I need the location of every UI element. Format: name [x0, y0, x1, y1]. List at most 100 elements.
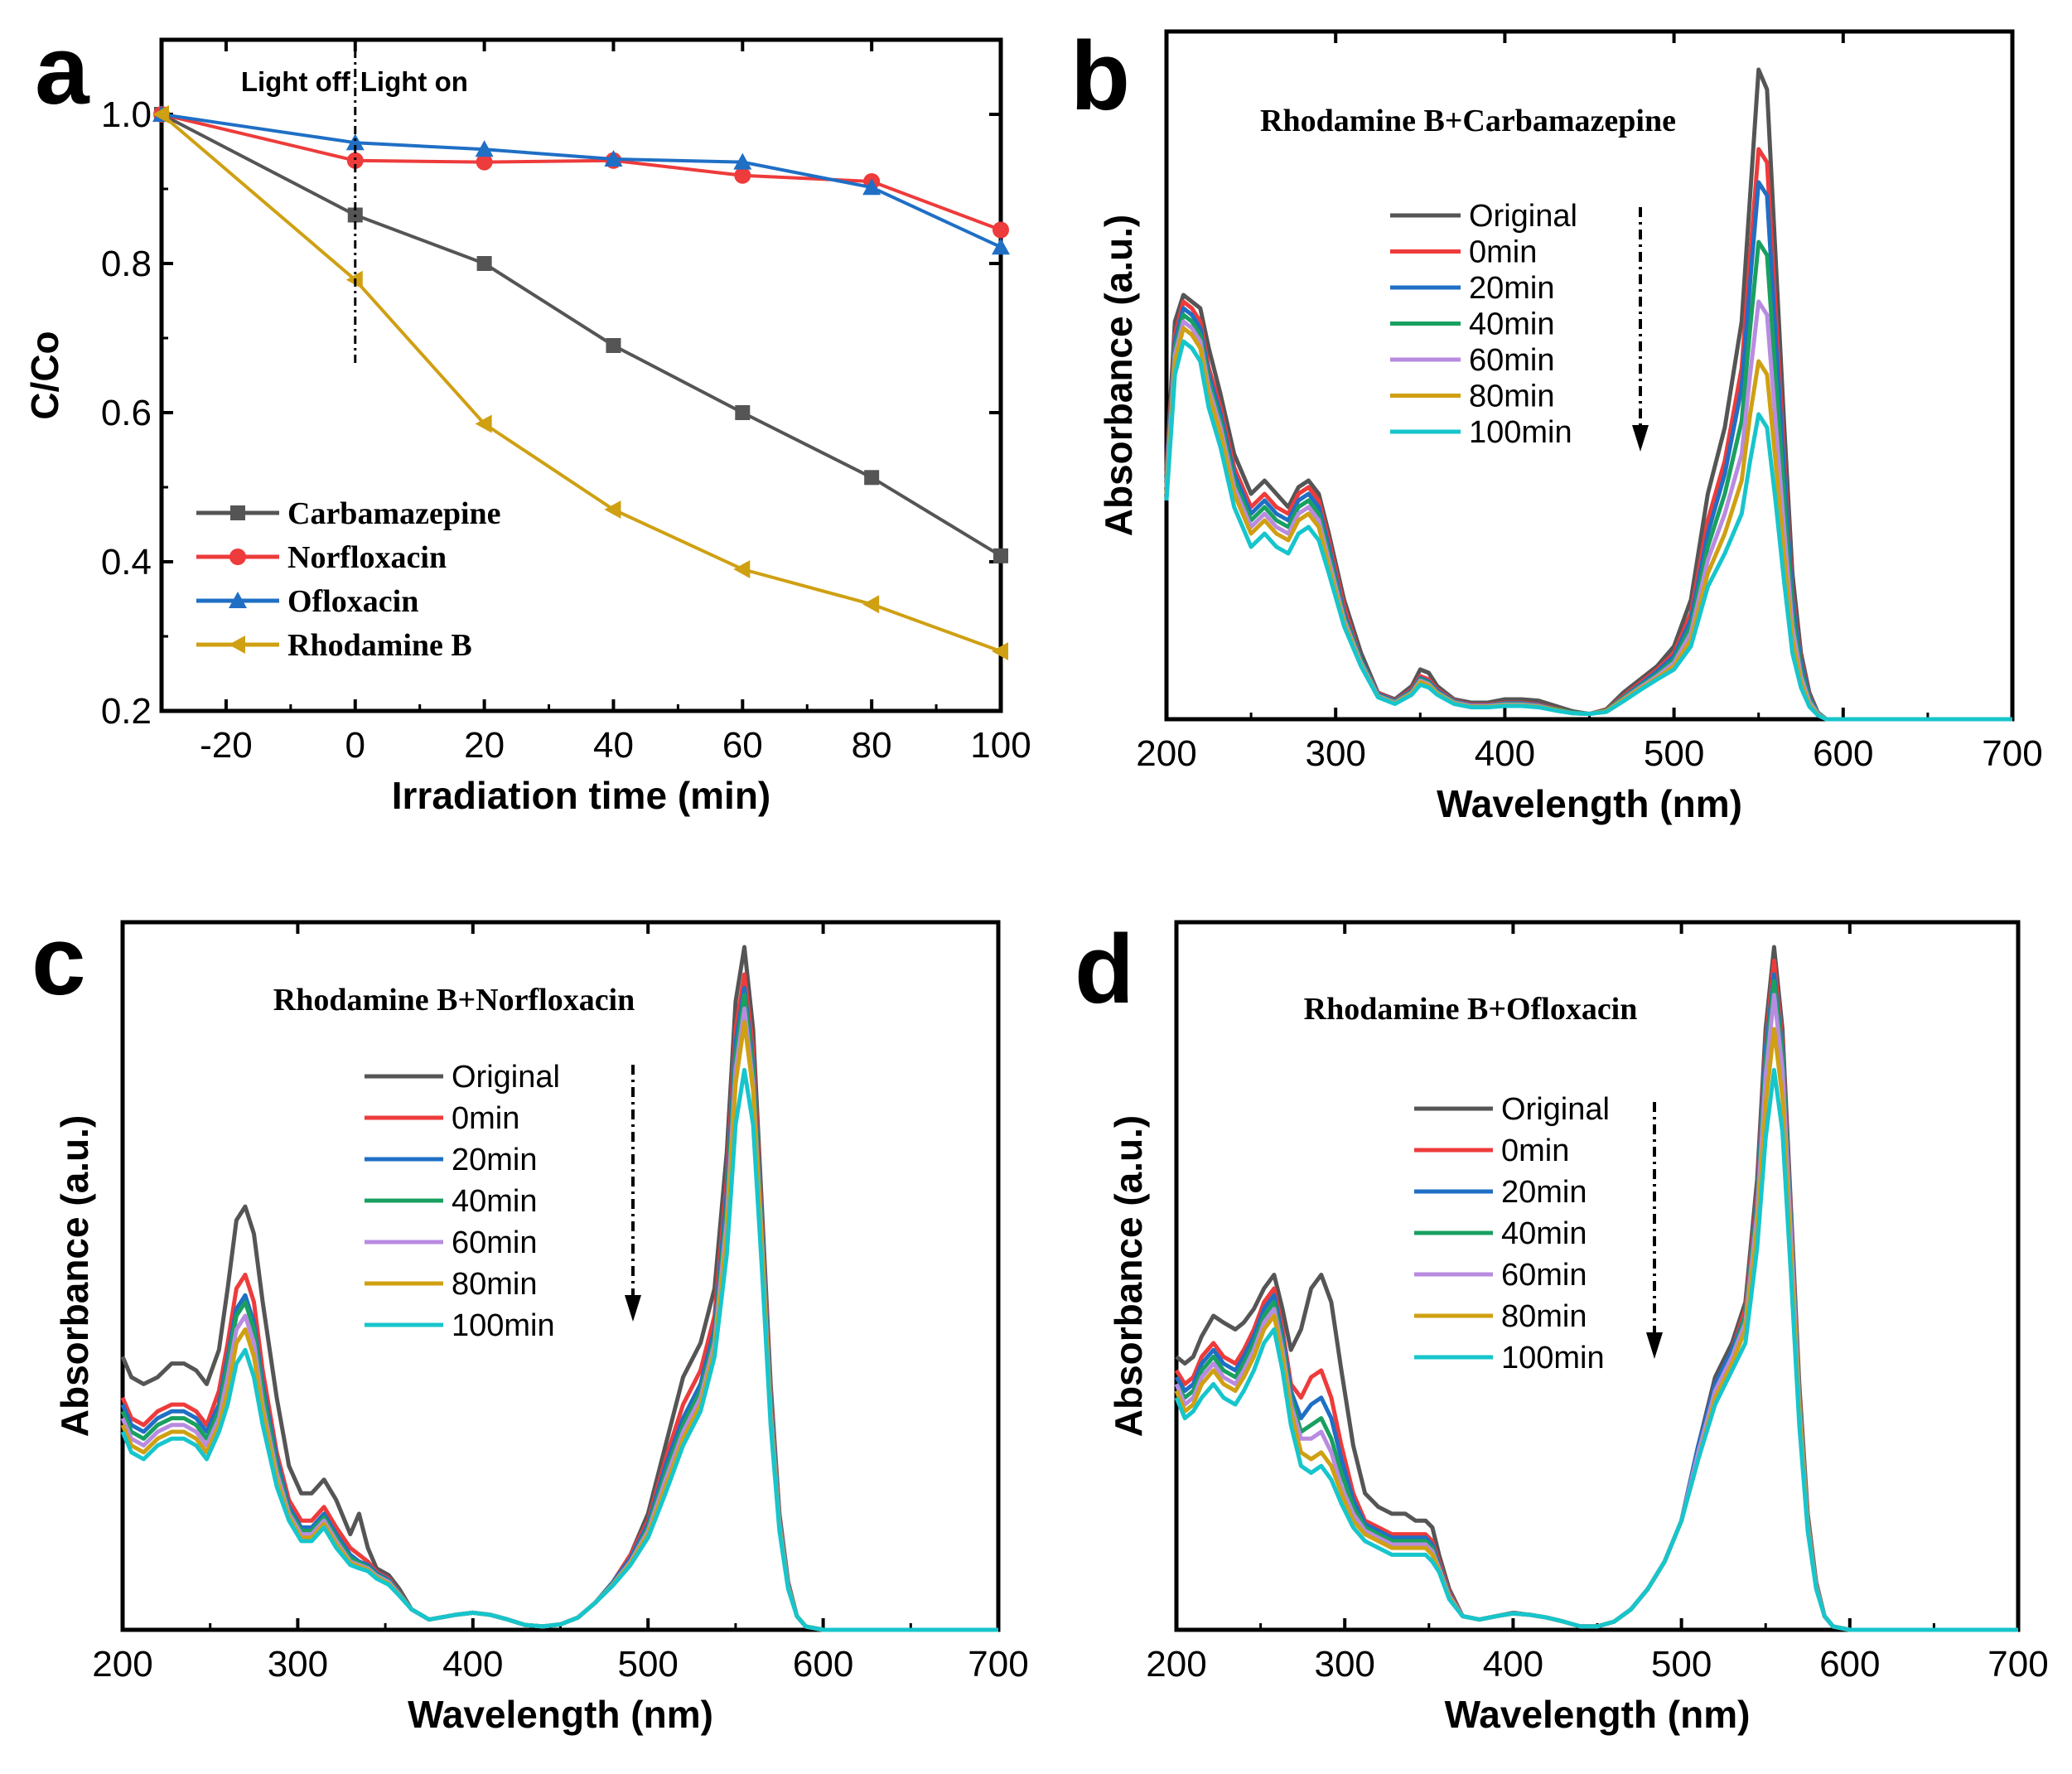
legend-label: 100min — [1501, 1341, 1605, 1375]
legend-label: 40min — [1469, 307, 1555, 342]
legend-label: Original — [1469, 199, 1577, 234]
panel-b: b 200 300 400 500 600 700 Wavelength (nm) Absorb… — [1070, 22, 2043, 825]
series-line-40min — [1174, 979, 2018, 1632]
chart-title: Rhodamine B+Ofloxacin — [1304, 992, 1638, 1027]
data-point — [152, 105, 169, 123]
data-point — [862, 595, 880, 614]
data-point — [992, 238, 1010, 255]
panel-letter: c — [31, 906, 86, 1016]
legend-marker — [229, 636, 245, 654]
x-tick-label: 200 — [1146, 1644, 1206, 1685]
decrease-arrow-head — [625, 1295, 641, 1322]
data-point — [733, 560, 751, 578]
legend: Original 0min 20min 40min 60min 80min 100min — [1414, 1092, 1610, 1375]
legend-marker — [229, 592, 247, 608]
legend-label: 0min — [1469, 235, 1537, 270]
data-point — [604, 500, 621, 519]
series-line-0min — [1174, 959, 2018, 1632]
x-axis-label: Wavelength (nm) — [1437, 782, 1742, 825]
x-tick-label: 0 — [345, 725, 365, 766]
data-point — [345, 133, 365, 151]
x-tick-label: 400 — [442, 1644, 503, 1685]
x-tick-label: 500 — [1651, 1644, 1712, 1685]
panel-letter: d — [1075, 915, 1134, 1024]
x-tick-label: -20 — [200, 725, 253, 766]
data-point — [864, 470, 880, 486]
x-tick-label: 100 — [970, 725, 1031, 766]
series-line-0min — [120, 972, 998, 1632]
panel-letter: a — [35, 16, 90, 125]
x-axis-label: Wavelength (nm) — [1445, 1693, 1751, 1736]
series-line-100min — [1174, 1067, 2018, 1632]
data-point — [476, 256, 492, 271]
data-point — [475, 414, 492, 433]
x-tick-label: 300 — [268, 1644, 328, 1685]
legend-label: 80min — [1501, 1299, 1587, 1334]
data-point — [604, 150, 623, 167]
series-line-original — [120, 945, 998, 1632]
data-point — [735, 405, 751, 420]
x-tick-label: 200 — [1136, 733, 1196, 774]
legend-label: 60min — [1501, 1258, 1587, 1293]
panel-c: c 200 300 400 500 600 700 Wavelength (nm) Absorb… — [31, 906, 1029, 1736]
x-tick-label: 20 — [464, 725, 505, 766]
x-tick-label: 400 — [1483, 1644, 1543, 1685]
legend-label: 0min — [1501, 1134, 1569, 1168]
x-tick-label: 400 — [1475, 733, 1535, 774]
y-axis-label: Absorbance (a.u.) — [53, 1115, 96, 1438]
legend-label: Carbamazepine — [287, 496, 501, 531]
x-tick-label: 600 — [1819, 1644, 1880, 1685]
series-line-60min — [1174, 993, 2018, 1632]
legend-label: Rhodamine B — [287, 628, 472, 663]
panel-letter: b — [1070, 22, 1130, 131]
data-point — [475, 140, 494, 157]
y-tick-label: 0.8 — [101, 244, 152, 284]
x-tick-label: 60 — [722, 725, 763, 766]
legend-label: 20min — [1501, 1175, 1587, 1210]
x-tick-label: 500 — [617, 1644, 678, 1685]
legend-label: 60min — [1469, 343, 1555, 378]
series-line-0min — [1164, 147, 2012, 722]
plot-frame — [1174, 920, 2021, 1632]
legend-label: Norfloxacin — [287, 540, 447, 575]
y-tick-label: 1.0 — [101, 94, 152, 135]
data-point — [993, 548, 1008, 563]
series-line-100min — [1164, 339, 2012, 722]
plot-frame — [120, 920, 1001, 1632]
legend-label: 40min — [1501, 1216, 1587, 1251]
x-tick-label: 700 — [1982, 733, 2042, 774]
series-line-original — [1175, 945, 2018, 1632]
x-tick-label: 600 — [1813, 733, 1873, 774]
data-point — [346, 152, 364, 169]
x-axis-label: Irradiation time (min) — [392, 774, 770, 817]
y-axis-label: Absorbance (a.u.) — [1107, 1115, 1150, 1438]
x-tick-label: 300 — [1314, 1644, 1374, 1685]
legend-label: Ofloxacin — [287, 584, 418, 619]
x-tick-label: 500 — [1644, 733, 1704, 774]
x-tick-label: 300 — [1305, 733, 1365, 774]
panel-a: a -20 0 20 40 60 80 100 Irradiation time (min) C/… — [23, 16, 1031, 817]
x-tick-label: 700 — [1987, 1644, 2048, 1685]
series-line-20min — [1164, 180, 2012, 722]
x-axis-label: Wavelength (nm) — [408, 1693, 713, 1736]
legend-label: 100min — [1469, 415, 1572, 450]
annotation-light-on: Light on — [360, 66, 468, 97]
legend-label: 20min — [1469, 271, 1555, 306]
decrease-arrow-head — [1646, 1332, 1663, 1359]
x-tick-label: 700 — [968, 1644, 1028, 1685]
data-point — [476, 153, 493, 171]
y-axis-label: C/Co — [23, 331, 66, 419]
y-tick-label: 0.6 — [101, 393, 152, 433]
x-tick-label: 200 — [92, 1644, 152, 1685]
chart-title: Rhodamine B+Carbamazepine — [1260, 104, 1676, 138]
x-tick-label: 80 — [852, 725, 892, 766]
series-line-100min — [120, 1067, 998, 1632]
legend-label: Original — [1501, 1092, 1610, 1127]
legend-label: 80min — [1469, 379, 1555, 414]
data-point — [992, 642, 1008, 660]
y-tick-label: 0.4 — [101, 542, 152, 582]
data-point — [733, 152, 752, 170]
legend-label: 40min — [452, 1184, 538, 1219]
